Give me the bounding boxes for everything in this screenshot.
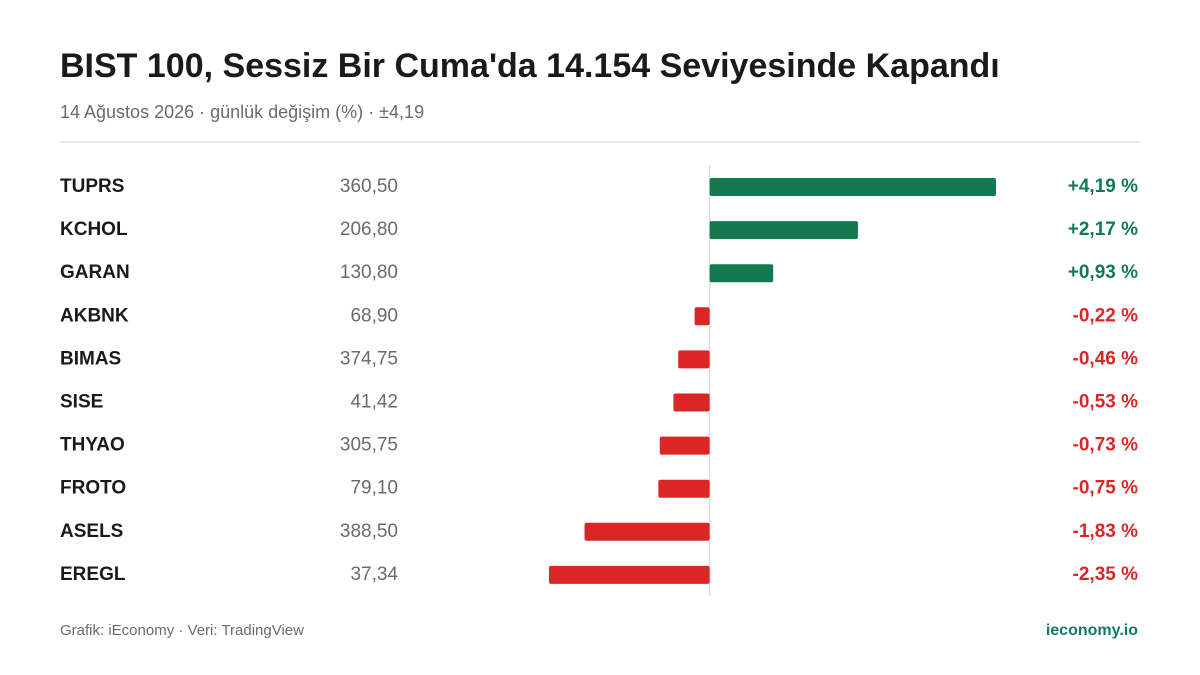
price: 360,50: [340, 176, 398, 197]
value-label: -0,53 %: [1073, 392, 1139, 413]
ticker: ASELS: [60, 521, 123, 542]
bar: [709, 221, 858, 240]
bar: [659, 436, 710, 455]
price: 37,34: [350, 564, 398, 585]
bar: [658, 479, 710, 498]
value-label: -0,22 %: [1073, 305, 1139, 326]
value-label: -0,75 %: [1073, 478, 1139, 499]
ticker: THYAO: [60, 435, 125, 456]
brand: ieconomy.io: [1046, 622, 1138, 639]
bar: [549, 565, 710, 584]
price: 79,10: [350, 478, 398, 499]
price: 130,80: [340, 262, 398, 283]
bar: [678, 350, 710, 369]
bar: [709, 264, 774, 283]
price: 68,90: [350, 305, 398, 326]
price: 41,42: [350, 392, 398, 413]
price: 305,75: [340, 435, 398, 456]
value-label: +0,93 %: [1068, 262, 1138, 283]
value-label: -1,83 %: [1073, 521, 1139, 542]
value-label: +4,19 %: [1068, 176, 1138, 197]
bar: [709, 178, 996, 196]
ticker: GARAN: [60, 262, 130, 283]
chart-subtitle: 14 Ağustos 2026 · günlük değişim (%) · ±…: [60, 102, 424, 122]
ticker: AKBNK: [60, 305, 129, 326]
ticker: BIMAS: [60, 348, 121, 369]
price: 206,80: [340, 219, 398, 240]
ticker: TUPRS: [60, 176, 124, 197]
bar: [694, 307, 710, 326]
ticker: EREGL: [60, 564, 126, 585]
ticker: SISE: [60, 392, 103, 413]
bar: [584, 522, 710, 541]
price: 388,50: [340, 521, 398, 542]
value-label: -0,73 %: [1073, 435, 1139, 456]
bar: [673, 393, 710, 412]
price: 374,75: [340, 348, 398, 369]
value-label: -0,46 %: [1073, 348, 1139, 369]
value-label: +2,17 %: [1068, 219, 1138, 240]
value-label: -2,35 %: [1073, 564, 1139, 585]
ticker: KCHOL: [60, 219, 128, 240]
chart-title: BIST 100, Sessiz Bir Cuma'da 14.154 Sevi…: [60, 47, 1000, 85]
source-note: Grafik: iEconomy · Veri: TradingView: [60, 622, 304, 639]
ticker: FROTO: [60, 478, 126, 499]
